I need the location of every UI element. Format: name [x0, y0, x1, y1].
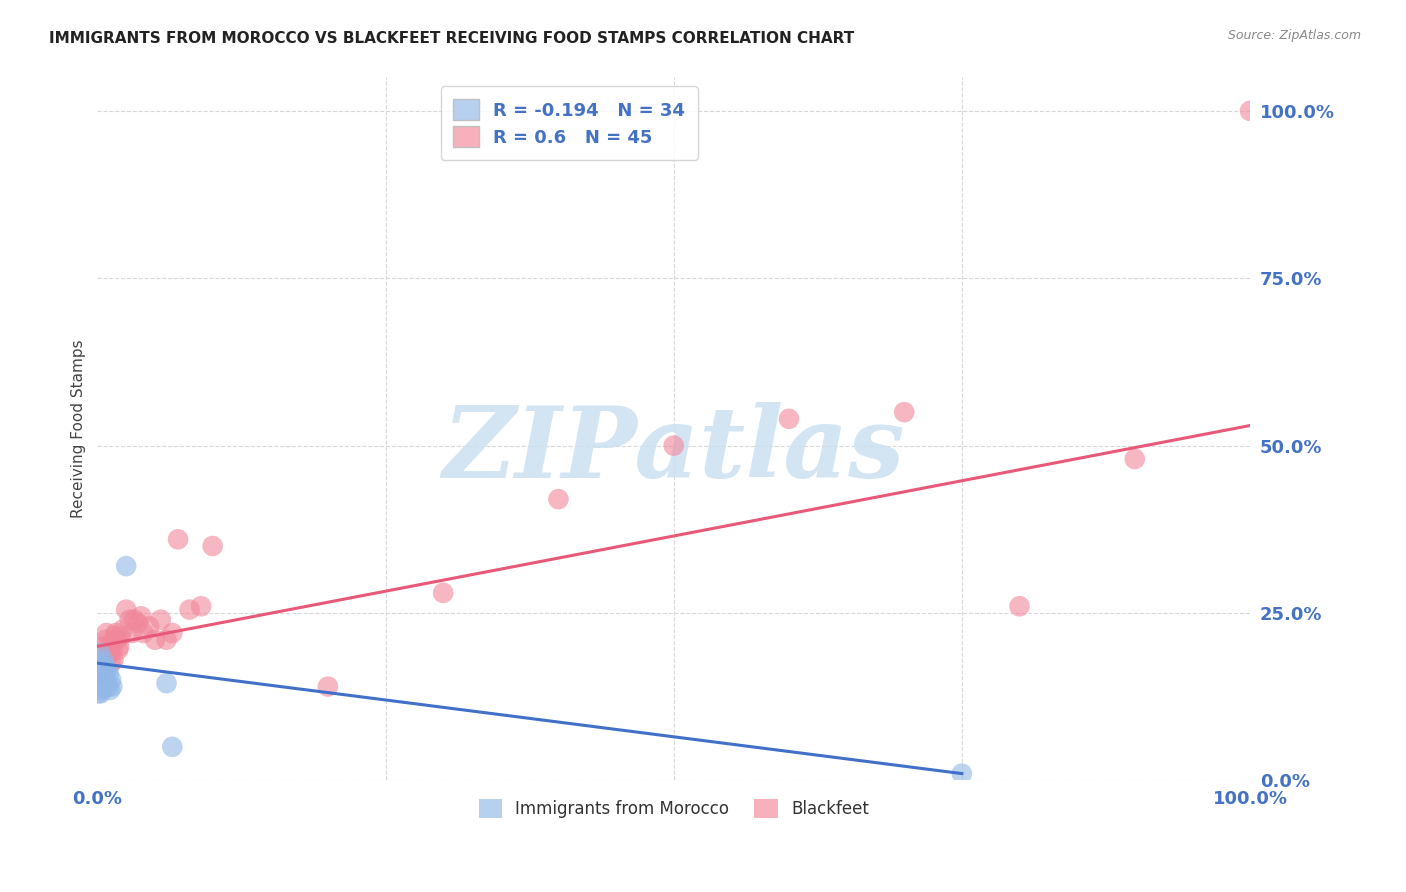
- Point: [89, 680, 111, 694]
- Point: [950, 766, 973, 780]
- Point: [1008, 599, 1031, 614]
- Point: [101, 680, 124, 694]
- Point: [111, 623, 134, 637]
- Point: [104, 629, 127, 643]
- Point: [91, 659, 114, 673]
- Point: [118, 613, 141, 627]
- Point: [104, 626, 127, 640]
- Point: [1239, 103, 1261, 118]
- Point: [97, 646, 120, 660]
- Point: [89, 666, 111, 681]
- Point: [107, 642, 129, 657]
- Point: [90, 686, 112, 700]
- Point: [94, 669, 117, 683]
- Point: [89, 669, 111, 683]
- Point: [778, 412, 800, 426]
- Text: Source: ZipAtlas.com: Source: ZipAtlas.com: [1227, 29, 1361, 42]
- Point: [98, 640, 121, 654]
- Point: [96, 663, 118, 677]
- Point: [190, 599, 212, 614]
- Point: [91, 653, 114, 667]
- Text: ZIPatlas: ZIPatlas: [443, 401, 905, 499]
- Point: [100, 656, 122, 670]
- Point: [167, 533, 190, 547]
- Point: [132, 626, 155, 640]
- Point: [162, 626, 184, 640]
- Point: [121, 626, 143, 640]
- Point: [87, 659, 110, 673]
- Point: [90, 676, 112, 690]
- Point: [893, 405, 915, 419]
- Point: [87, 673, 110, 687]
- Point: [127, 615, 149, 630]
- Point: [122, 613, 145, 627]
- Point: [108, 640, 131, 654]
- Point: [91, 666, 114, 681]
- Legend: Immigrants from Morocco, Blackfeet: Immigrants from Morocco, Blackfeet: [472, 792, 876, 825]
- Point: [115, 559, 138, 574]
- Point: [96, 626, 118, 640]
- Point: [89, 656, 111, 670]
- Point: [316, 680, 339, 694]
- Point: [97, 680, 120, 694]
- Point: [98, 682, 121, 697]
- Point: [162, 739, 184, 754]
- Point: [91, 669, 114, 683]
- Point: [91, 682, 114, 697]
- Point: [105, 632, 128, 647]
- Point: [101, 642, 124, 657]
- Point: [138, 619, 160, 633]
- Point: [547, 492, 569, 507]
- Y-axis label: Receiving Food Stamps: Receiving Food Stamps: [72, 340, 86, 518]
- Point: [89, 646, 111, 660]
- Point: [155, 632, 177, 647]
- Point: [201, 539, 224, 553]
- Point: [103, 653, 125, 667]
- Point: [91, 680, 114, 694]
- Point: [93, 676, 115, 690]
- Point: [1123, 452, 1146, 467]
- Point: [110, 629, 132, 643]
- Point: [94, 632, 117, 647]
- Point: [115, 602, 138, 616]
- Point: [143, 632, 166, 647]
- Point: [93, 663, 115, 677]
- Point: [90, 646, 112, 660]
- Point: [97, 649, 120, 664]
- Point: [90, 666, 112, 681]
- Point: [100, 673, 122, 687]
- Point: [87, 686, 110, 700]
- Text: IMMIGRANTS FROM MOROCCO VS BLACKFEET RECEIVING FOOD STAMPS CORRELATION CHART: IMMIGRANTS FROM MOROCCO VS BLACKFEET REC…: [49, 31, 855, 46]
- Point: [129, 609, 152, 624]
- Point: [93, 656, 115, 670]
- Point: [96, 676, 118, 690]
- Point: [93, 659, 115, 673]
- Point: [155, 676, 177, 690]
- Point: [179, 602, 201, 616]
- Point: [91, 640, 114, 654]
- Point: [91, 659, 114, 673]
- Point: [89, 663, 111, 677]
- Point: [432, 586, 454, 600]
- Point: [94, 659, 117, 673]
- Point: [97, 666, 120, 681]
- Point: [662, 439, 685, 453]
- Point: [90, 656, 112, 670]
- Point: [149, 613, 172, 627]
